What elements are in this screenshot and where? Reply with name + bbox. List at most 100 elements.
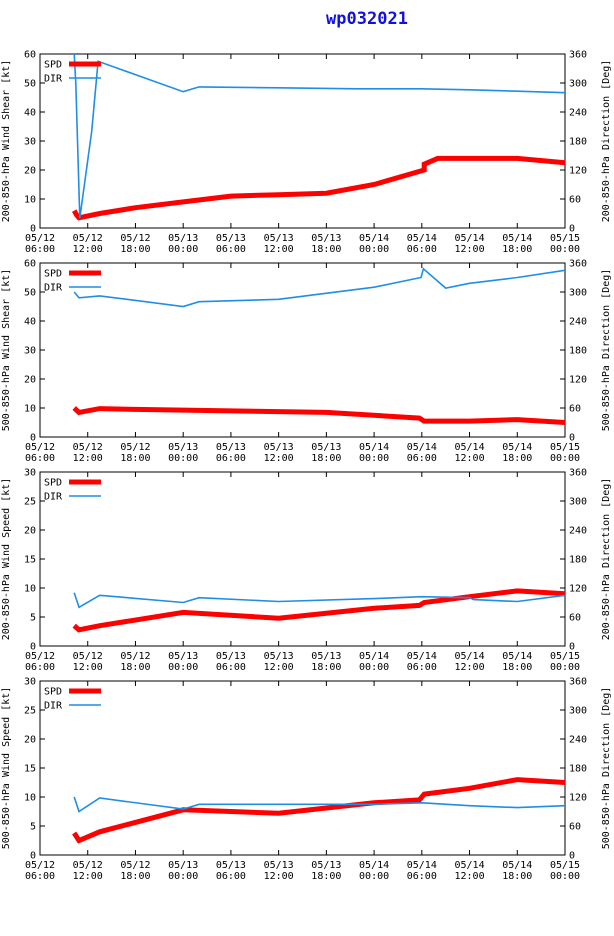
y-left-tick-label: 30 [24,137,36,148]
x-tick-label-time: 12:00 [73,662,103,673]
y-right-tick-label: 300 [569,706,587,717]
y-left-axis-title: 500-850-hPa Wind Shear [kt] [1,269,12,432]
x-tick-label-date: 05/14 [502,860,532,871]
x-tick-label-time: 18:00 [311,662,341,673]
y-right-axis-title: 200-850-hPa Direction [Deg] [601,478,612,641]
y-right-tick-label: 0 [569,224,575,235]
x-tick-label-date: 05/15 [550,651,580,662]
y-left-axis-title: 500-850-hPa Wind Speed [kt] [1,687,12,850]
x-tick-label-date: 05/14 [454,651,484,662]
x-tick-label-time: 06:00 [216,244,246,255]
x-tick-label-time: 00:00 [359,244,389,255]
x-tick-label-time: 18:00 [502,244,532,255]
x-tick-label-date: 05/13 [311,651,341,662]
dir-series-line [73,267,566,308]
x-tick-label-date: 05/12 [120,233,150,244]
x-tick-label-time: 12:00 [264,662,294,673]
x-tick-label-date: 05/12 [73,442,103,453]
x-tick-label-time: 00:00 [168,662,198,673]
x-tick-label-date: 05/14 [502,651,532,662]
x-tick-label-time: 12:00 [73,453,103,464]
y-right-tick-label: 300 [569,79,587,90]
y-left-tick-label: 25 [24,497,36,508]
y-right-tick-label: 180 [569,346,587,357]
x-tick-label-time: 12:00 [73,871,103,882]
x-tick-label-date: 05/13 [311,860,341,871]
y-left-tick-label: 10 [24,195,36,206]
x-tick-label-date: 05/12 [25,442,55,453]
plot-frame [39,53,566,229]
y-right-tick-label: 180 [569,555,587,566]
dir-series-line [73,53,566,219]
x-tick-label-date: 05/13 [168,651,198,662]
x-tick-label-time: 00:00 [550,453,580,464]
x-tick-label-date: 05/14 [502,233,532,244]
legend-label-spd: SPD [44,60,62,71]
x-tick-label-time: 06:00 [407,871,437,882]
y-right-tick-label: 60 [569,822,581,833]
x-tick-label-time: 06:00 [407,453,437,464]
x-tick-label-date: 05/13 [311,442,341,453]
legend-label-spd: SPD [44,687,62,698]
y-right-tick-label: 60 [569,613,581,624]
x-tick-label-date: 05/12 [120,442,150,453]
x-tick-label-time: 00:00 [168,871,198,882]
y-left-tick-label: 20 [24,375,36,386]
y-left-axis-title: 200-850-hPa Wind Shear [kt] [1,60,12,223]
x-tick-label-date: 05/13 [216,651,246,662]
legend-label-spd: SPD [44,478,62,489]
x-tick-label-date: 05/13 [168,233,198,244]
x-tick-label-time: 06:00 [216,871,246,882]
x-tick-label-time: 06:00 [216,453,246,464]
chart-panel-4: 05/1206:0005/1212:0005/1218:0005/1300:00… [1,677,612,883]
x-tick-label-date: 05/12 [25,860,55,871]
x-tick-label-date: 05/12 [25,233,55,244]
y-left-axis-title: 200-850-hPa Wind Speed [kt] [1,478,12,641]
x-tick-label-date: 05/12 [73,860,103,871]
x-tick-label-time: 18:00 [502,453,532,464]
y-left-tick-label: 0 [30,851,36,862]
x-tick-label-date: 05/14 [359,442,389,453]
y-right-tick-label: 0 [569,851,575,862]
x-tick-label-date: 05/13 [168,442,198,453]
x-tick-label-time: 18:00 [502,662,532,673]
x-tick-label-date: 05/13 [264,233,294,244]
x-tick-label-time: 18:00 [311,871,341,882]
x-tick-label-time: 00:00 [550,871,580,882]
x-tick-label-date: 05/13 [264,651,294,662]
x-tick-label-time: 06:00 [25,453,55,464]
legend-label-dir: DIR [44,74,63,85]
y-left-tick-label: 40 [24,317,36,328]
y-left-tick-label: 20 [24,166,36,177]
x-tick-label-date: 05/13 [216,442,246,453]
x-tick-label-date: 05/14 [407,442,437,453]
x-tick-label-time: 12:00 [454,662,484,673]
x-tick-label-date: 05/14 [359,233,389,244]
x-tick-label-time: 06:00 [216,662,246,673]
x-tick-label-time: 00:00 [168,453,198,464]
y-left-tick-label: 0 [30,224,36,235]
x-tick-label-time: 12:00 [454,244,484,255]
y-right-tick-label: 300 [569,288,587,299]
x-tick-label-time: 12:00 [454,871,484,882]
y-right-tick-label: 120 [569,584,587,595]
y-right-tick-label: 120 [569,793,587,804]
x-tick-label-time: 00:00 [359,871,389,882]
legend-label-dir: DIR [44,701,63,712]
x-tick-label-time: 06:00 [407,662,437,673]
y-left-tick-label: 25 [24,706,36,717]
spd-series-line [72,155,566,221]
x-tick-label-time: 18:00 [120,453,150,464]
y-right-tick-label: 240 [569,735,587,746]
y-right-tick-label: 60 [569,195,581,206]
x-tick-label-time: 12:00 [454,453,484,464]
y-left-tick-label: 5 [30,613,36,624]
y-left-tick-label: 30 [24,346,36,357]
x-tick-label-date: 05/12 [73,233,103,244]
x-tick-label-date: 05/12 [120,651,150,662]
x-tick-label-date: 05/13 [264,860,294,871]
x-tick-label-time: 12:00 [264,453,294,464]
x-tick-label-time: 18:00 [120,871,150,882]
y-right-tick-label: 0 [569,642,575,653]
